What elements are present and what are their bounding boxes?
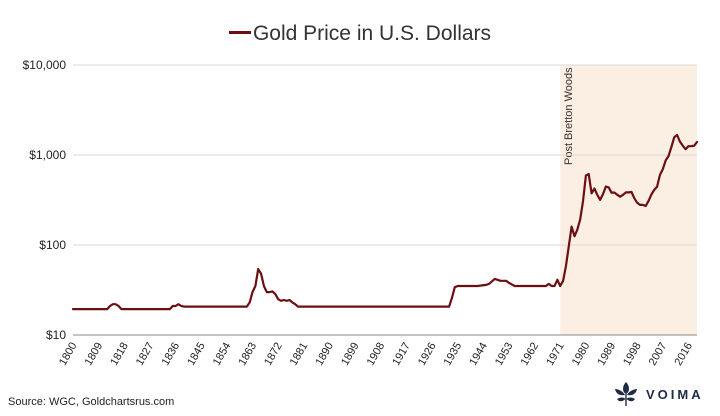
y-tick-label: $10,000 xyxy=(23,58,67,72)
x-tick-label: 1809 xyxy=(83,341,106,368)
x-tick-label: 1890 xyxy=(313,341,336,368)
x-tick-label: 1971 xyxy=(544,341,567,368)
x-tick-label: 2016 xyxy=(672,341,695,368)
x-tick-label: 1836 xyxy=(160,341,183,368)
x-tick-label: 1827 xyxy=(134,341,157,368)
x-tick-label: 1872 xyxy=(262,341,285,368)
x-tick-label: 1845 xyxy=(185,341,208,368)
x-tick-label: 1962 xyxy=(519,341,542,368)
x-tick-label: 1917 xyxy=(390,341,413,368)
x-tick-label: 1908 xyxy=(365,341,388,368)
legend-line-swatch xyxy=(228,30,251,34)
voima-leaf-icon xyxy=(615,382,637,406)
y-tick-label: $1,000 xyxy=(29,148,66,162)
x-tick-label: 1935 xyxy=(442,341,465,368)
x-tick-label: 1854 xyxy=(211,341,234,368)
x-tick-label: 1899 xyxy=(339,341,362,368)
x-tick-label: 1800 xyxy=(57,341,80,368)
x-tick-label: 1980 xyxy=(570,341,593,368)
x-tick-label: 1818 xyxy=(108,341,131,368)
source-note: Source: WGC, Goldchartsrus.com xyxy=(8,396,175,408)
y-tick-label: $10 xyxy=(46,328,66,342)
y-tick-label: $100 xyxy=(39,238,66,252)
post-bretton-woods-label: Post Bretton Woods xyxy=(563,67,575,165)
post-bretton-woods-band xyxy=(560,65,697,335)
x-tick-label: 1989 xyxy=(595,341,618,368)
x-tick-label: 1926 xyxy=(416,341,439,368)
chart-legend: Gold Price in U.S. Dollars xyxy=(0,22,720,46)
x-tick-label: 1881 xyxy=(288,341,311,368)
x-tick-label: 1953 xyxy=(493,341,516,368)
legend-label: Gold Price in U.S. Dollars xyxy=(252,22,492,45)
brand-name: VOIMA xyxy=(646,386,704,402)
x-tick-label: 1998 xyxy=(621,341,644,368)
x-tick-label: 1944 xyxy=(467,341,490,368)
brand-logo: VOIMA xyxy=(612,380,704,408)
gold-price-line xyxy=(71,133,699,311)
x-tick-label: 2007 xyxy=(647,341,670,368)
x-tick-label: 1863 xyxy=(236,341,259,368)
